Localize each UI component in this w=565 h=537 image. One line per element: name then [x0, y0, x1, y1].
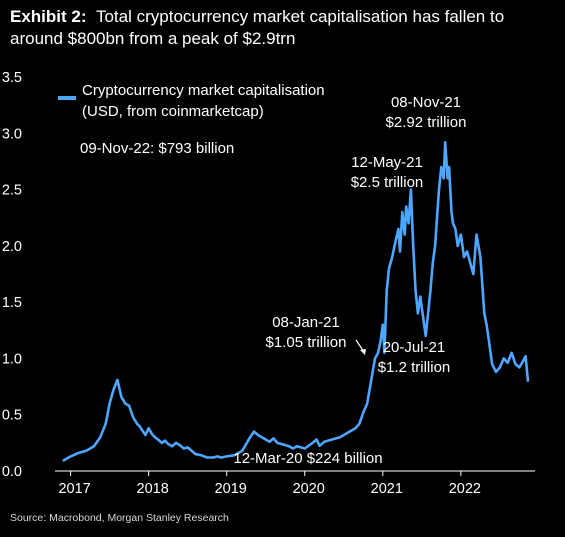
- latest-value-note: 09-Nov-22: $793 billion: [80, 140, 234, 157]
- annotation-jan21-arrowhead: [360, 349, 366, 355]
- y-tick-label: 1.5: [2, 295, 22, 311]
- y-tick-label: 1.0: [2, 351, 22, 367]
- y-tick-label: 0.5: [2, 408, 22, 424]
- legend-label-line1: Cryptocurrency market capitalisation: [82, 82, 325, 99]
- annotation-peak-value: $2.92 trillion: [386, 114, 467, 131]
- y-tick-label: 2.0: [2, 239, 22, 255]
- x-tick-label: 2017: [58, 481, 90, 497]
- annotation-jul21-date: 20-Jul-21: [383, 339, 446, 356]
- annotation-peak-date: 08-Nov-21: [391, 94, 461, 111]
- y-tick-label: 3.0: [2, 126, 22, 142]
- y-axis: 0.0 0.5 1.0 1.5 2.0 2.5 3.0 3.5: [2, 70, 22, 480]
- exhibit-label: Exhibit 2:: [10, 7, 87, 26]
- exhibit-title-text: Total cryptocurrency market capitalisati…: [10, 7, 505, 48]
- annotation-may21-value: $2.5 trillion: [351, 174, 424, 191]
- x-tick-label: 2019: [215, 481, 247, 497]
- annotation-may21-date: 12-May-21: [351, 154, 423, 171]
- annotation-jul21-value: $1.2 trillion: [378, 359, 451, 376]
- y-tick-label: 0.0: [2, 464, 22, 480]
- exhibit-title: Exhibit 2: Total cryptocurrency market c…: [10, 6, 558, 50]
- x-tick-label: 2022: [449, 481, 481, 497]
- x-tick-label: 2021: [371, 481, 403, 497]
- y-tick-label: 3.5: [2, 70, 22, 86]
- x-tick-label: 2020: [293, 481, 325, 497]
- legend-label-line2: (USD, from coinmarketcap): [82, 103, 264, 120]
- market-cap-line: [62, 141, 530, 463]
- annotation-mar20: 12-Mar-20 $224 billion: [233, 450, 382, 467]
- annotation-jan21-date: 08-Jan-21: [272, 314, 340, 331]
- x-axis: 2017 2018 2019 2020 2021 2022: [55, 470, 535, 497]
- y-tick-label: 2.5: [2, 183, 22, 199]
- annotation-jan21-value: $1.05 trillion: [266, 334, 347, 351]
- annotations: 08-Nov-21 $2.92 trillion 12-May-21 $2.5 …: [233, 94, 466, 467]
- x-tick-label: 2018: [137, 481, 169, 497]
- legend: Cryptocurrency market capitalisation (US…: [58, 82, 325, 120]
- source-note: Source: Macrobond, Morgan Stanley Resear…: [10, 512, 229, 524]
